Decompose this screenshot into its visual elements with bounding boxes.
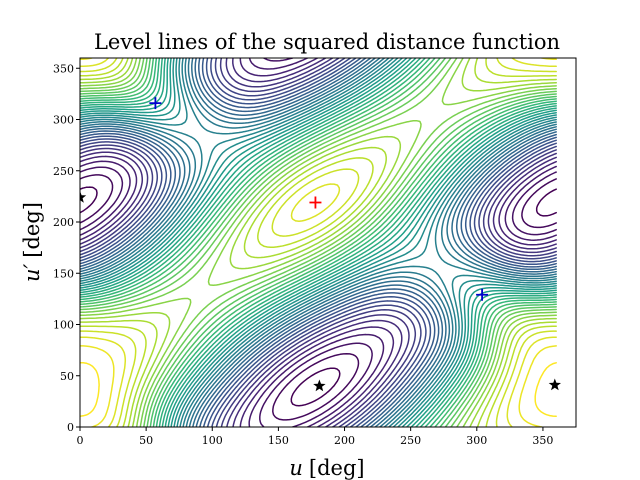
contour-level (80, 58, 557, 427)
x-axis-label-unit: [deg] (309, 456, 365, 480)
contour-level (80, 58, 557, 427)
contour-level (80, 58, 557, 427)
critical-point-markers (80, 97, 561, 392)
x-tick-label: 350 (532, 434, 553, 447)
contour-level (80, 58, 557, 427)
contour-level (80, 58, 557, 427)
contour-level (80, 58, 557, 427)
contour-level (80, 58, 557, 427)
x-tick-label: 0 (77, 434, 84, 447)
contour-level (80, 361, 557, 417)
y-axis-label-var: u′ (20, 263, 44, 282)
x-axis-ticks: 0 50 100 150 200 250 300 350 (77, 427, 553, 447)
contour-lines (80, 58, 557, 427)
contour-level (80, 58, 557, 427)
y-tick-label: 0 (67, 421, 74, 434)
y-tick-label: 200 (53, 216, 74, 229)
x-tick-label: 50 (139, 434, 153, 447)
contour-level (80, 58, 557, 427)
contour-level (80, 58, 557, 427)
contour-level (80, 58, 557, 427)
contour-level (80, 58, 557, 427)
saddle-3-marker (548, 378, 561, 391)
contour-level (80, 58, 557, 427)
x-tick-label: 300 (466, 434, 487, 447)
contour-level (80, 58, 557, 427)
contour-level (80, 58, 557, 427)
y-tick-label: 50 (60, 370, 74, 383)
plot-frame (79, 57, 577, 428)
y-tick-label: 100 (53, 319, 74, 332)
y-tick-label: 250 (53, 165, 74, 178)
local-minimum-1-marker (149, 97, 162, 110)
y-tick-label: 300 (53, 114, 74, 127)
contour-level (80, 58, 557, 427)
x-tick-label: 250 (400, 434, 421, 447)
x-axis-label-var: u (289, 456, 303, 480)
contour-level (80, 58, 557, 427)
y-tick-label: 150 (53, 267, 74, 280)
contour-level (80, 58, 557, 427)
saddle-2-marker (313, 379, 326, 392)
contour-level (80, 174, 557, 421)
contour-level (80, 58, 557, 427)
saddle-1-marker (80, 190, 87, 203)
contour-level (80, 58, 557, 427)
contour-level (80, 58, 557, 427)
contour-level (80, 58, 557, 427)
contour-level (80, 186, 557, 407)
y-axis-label-unit: [deg] (20, 202, 44, 258)
contour-level (80, 58, 557, 427)
x-tick-label: 100 (202, 434, 223, 447)
x-tick-label: 200 (334, 434, 355, 447)
contour-level (80, 58, 557, 427)
x-axis-label: u [deg] (289, 456, 364, 480)
contour-level (80, 58, 557, 427)
global-maximum-marker (309, 196, 322, 209)
contour-level (80, 58, 557, 427)
local-minimum-2-marker (476, 288, 489, 301)
contour-level (80, 58, 557, 427)
chart-title: Level lines of the squared distance func… (94, 30, 560, 54)
y-tick-label: 350 (53, 62, 74, 75)
contour-level (80, 58, 557, 427)
contour-level (80, 58, 557, 427)
y-axis-ticks: 0 50 100 150 200 250 300 350 (53, 62, 80, 434)
contour-level (80, 58, 557, 427)
contour-level (80, 58, 557, 427)
y-axis-label: u′ [deg] (20, 202, 44, 282)
x-tick-label: 150 (268, 434, 289, 447)
contour-level (80, 58, 557, 427)
contour-level (80, 58, 557, 427)
